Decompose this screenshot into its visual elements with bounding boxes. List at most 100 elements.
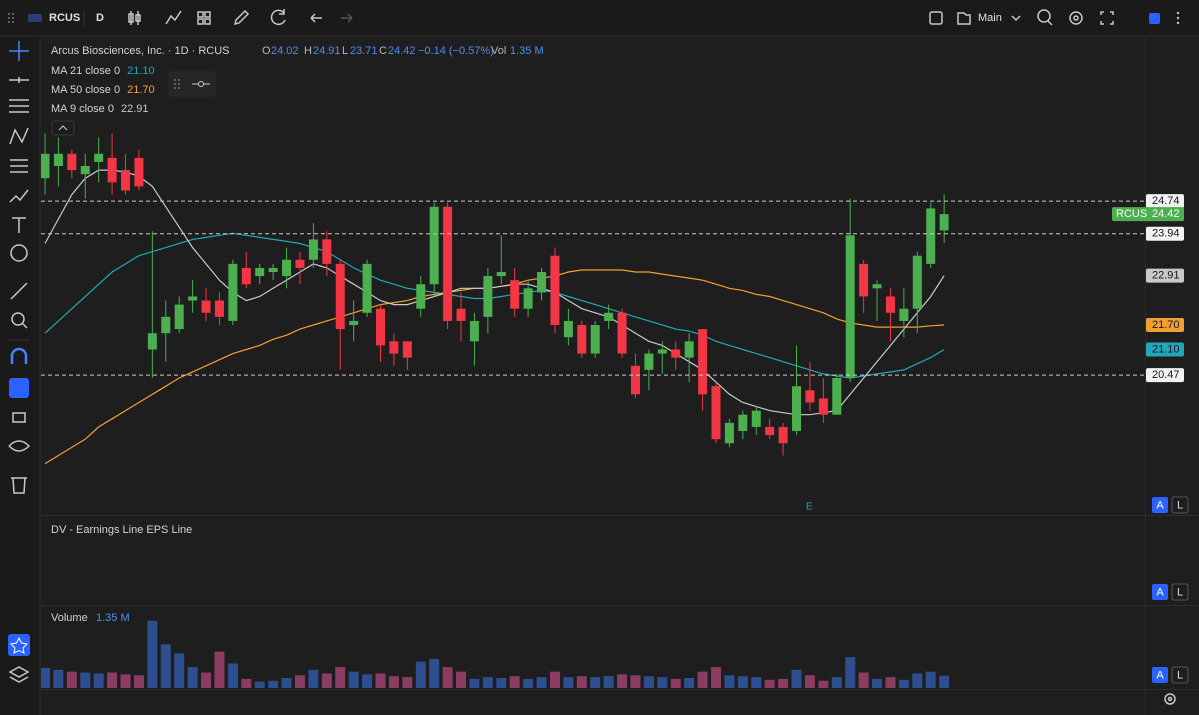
left-toolbar-bg <box>0 37 40 715</box>
layers-button[interactable] <box>8 666 30 683</box>
prediction-tool[interactable] <box>10 159 28 173</box>
auto-scale-button[interactable] <box>1152 497 1168 513</box>
layout-folder[interactable] <box>957 12 971 25</box>
volume-bar <box>147 620 158 688</box>
volume-bar <box>898 679 909 688</box>
volume-bar <box>41 668 50 688</box>
candle-body <box>644 353 654 370</box>
text-tool[interactable] <box>12 217 26 233</box>
candle-body <box>295 259 305 268</box>
ma-price-label: 21.70 <box>1152 319 1180 331</box>
volume-short-label: Vol <box>491 45 506 57</box>
price-line-label: 23.94 <box>1152 228 1180 240</box>
pattern-tool[interactable] <box>9 127 29 145</box>
volume-pane-title: Volume <box>51 612 88 624</box>
undo-button[interactable] <box>310 13 322 23</box>
volume-bar <box>415 661 426 688</box>
lock-tool[interactable] <box>12 412 26 423</box>
redo-button[interactable] <box>341 13 353 23</box>
alert-button[interactable] <box>233 9 250 26</box>
drawing-toolbar-handle <box>174 79 180 89</box>
volume-bar <box>201 672 212 688</box>
chart-title: Arcus Biosciences, Inc. · 1D · RCUS <box>51 45 230 57</box>
candle-body <box>443 206 453 321</box>
volume-bar <box>214 651 225 688</box>
volume-bar <box>482 677 493 688</box>
log-scale-label: L <box>1177 499 1183 511</box>
auto-scale-button[interactable] <box>1152 584 1168 600</box>
layout-button[interactable] <box>929 11 943 25</box>
open-label: O <box>262 45 271 57</box>
volume-bar <box>872 678 883 688</box>
volume-bar <box>818 680 829 688</box>
auto-scale-button[interactable] <box>1152 667 1168 683</box>
candle-body <box>738 414 748 432</box>
log-scale-button[interactable] <box>1171 666 1189 684</box>
candle-body <box>912 255 922 309</box>
volume-bar <box>590 677 601 688</box>
candle-body <box>818 398 828 415</box>
watchlist-button[interactable] <box>8 634 30 656</box>
volume-bar <box>509 676 520 688</box>
candle-body <box>617 312 627 354</box>
volume-bar <box>603 676 614 688</box>
layout-dropdown[interactable] <box>1011 15 1021 22</box>
ma-legend-name: MA 9 close 0 <box>51 103 114 115</box>
trendline-tool[interactable] <box>9 77 29 83</box>
volume-bar <box>469 678 480 688</box>
icon-tool[interactable] <box>10 244 28 262</box>
fib-tool[interactable] <box>9 99 29 113</box>
volume-bar <box>523 678 534 688</box>
candle-body <box>469 320 479 342</box>
candle-body <box>792 386 802 432</box>
candle-body <box>402 341 412 358</box>
candle-body <box>107 157 117 183</box>
measure-tool[interactable] <box>10 282 28 300</box>
close-value: 24.42 <box>388 45 416 57</box>
settings-button[interactable] <box>1069 11 1083 25</box>
lock-drawings-active[interactable] <box>9 378 29 398</box>
drag-handle <box>8 13 14 23</box>
candle-body <box>94 153 104 162</box>
candle-body <box>268 267 278 273</box>
visibility-tool[interactable] <box>8 440 31 452</box>
menu-button[interactable] <box>1176 11 1180 25</box>
brush-tool[interactable] <box>9 189 29 203</box>
layout-name[interactable]: Main <box>978 12 1002 24</box>
ma-legend-value: 21.70 <box>127 84 155 96</box>
zoom-tool[interactable] <box>11 312 28 329</box>
volume-bar <box>912 673 923 688</box>
ma-price-badge <box>1146 342 1184 357</box>
candle-body <box>711 386 721 440</box>
time-axis-settings[interactable] <box>1164 693 1176 705</box>
candle-body <box>872 284 882 289</box>
fullscreen-button[interactable] <box>1100 11 1114 25</box>
delete-tool[interactable] <box>11 477 27 494</box>
candle-body <box>483 276 493 317</box>
volume-short-value: 1.35 M <box>510 45 544 57</box>
volume-bar <box>925 671 936 688</box>
collapse-arrow <box>58 125 68 131</box>
indicators-button[interactable] <box>165 10 182 25</box>
candles-button[interactable] <box>128 11 141 25</box>
templates-button[interactable] <box>197 11 211 25</box>
volume-bar <box>241 678 252 688</box>
replay-button[interactable] <box>270 9 286 26</box>
earnings-marker[interactable]: E <box>806 502 813 513</box>
volume-bar <box>576 676 587 688</box>
search-button[interactable] <box>1037 9 1053 26</box>
interval[interactable]: D <box>96 12 104 24</box>
collapse-legend[interactable] <box>51 120 75 136</box>
log-scale-button[interactable] <box>1171 496 1189 514</box>
magnet-tool[interactable] <box>10 347 28 364</box>
color-button[interactable] <box>1149 13 1160 24</box>
price-line-badge <box>1146 368 1184 383</box>
log-scale-button[interactable] <box>1171 583 1189 601</box>
price-line-badge <box>1146 194 1184 209</box>
candle-body <box>241 267 251 285</box>
ma-legend-name: MA 21 close 0 <box>51 65 120 77</box>
crosshair-tool[interactable] <box>9 41 29 61</box>
candle-body <box>188 296 198 301</box>
symbol[interactable]: RCUS <box>49 12 80 24</box>
low-label: L <box>342 45 348 57</box>
